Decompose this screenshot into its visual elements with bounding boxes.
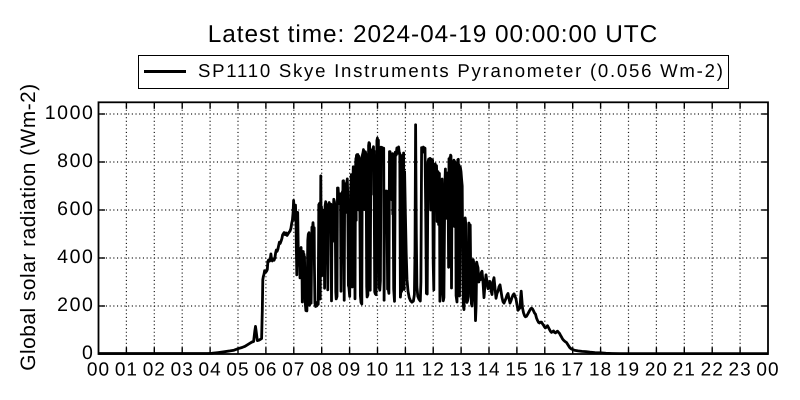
svg-text:13: 13 <box>450 360 473 381</box>
svg-text:19: 19 <box>617 360 640 381</box>
svg-text:23: 23 <box>729 360 752 381</box>
svg-text:11: 11 <box>395 360 417 381</box>
svg-text:200: 200 <box>57 294 94 316</box>
svg-text:06: 06 <box>254 360 277 381</box>
svg-text:02: 02 <box>143 360 166 381</box>
svg-text:10: 10 <box>366 360 389 381</box>
svg-text:16: 16 <box>533 360 556 381</box>
svg-text:09: 09 <box>338 360 361 381</box>
svg-text:03: 03 <box>171 360 194 381</box>
svg-text:14: 14 <box>477 360 500 381</box>
svg-text:800: 800 <box>57 150 94 172</box>
svg-text:04: 04 <box>199 360 222 381</box>
svg-text:01: 01 <box>115 360 138 381</box>
svg-text:05: 05 <box>226 360 249 381</box>
svg-text:22: 22 <box>701 360 724 381</box>
svg-text:18: 18 <box>589 360 612 381</box>
svg-text:400: 400 <box>57 246 94 268</box>
svg-text:1000: 1000 <box>45 102 95 124</box>
svg-text:17: 17 <box>561 360 584 381</box>
svg-text:00: 00 <box>756 360 779 381</box>
svg-text:0: 0 <box>82 342 94 364</box>
svg-text:07: 07 <box>282 360 305 381</box>
svg-text:21: 21 <box>673 360 696 381</box>
svg-text:20: 20 <box>645 360 668 381</box>
svg-text:00: 00 <box>87 360 110 381</box>
svg-text:12: 12 <box>422 360 445 381</box>
svg-text:15: 15 <box>505 360 528 381</box>
svg-text:600: 600 <box>57 198 94 220</box>
svg-text:08: 08 <box>310 360 333 381</box>
